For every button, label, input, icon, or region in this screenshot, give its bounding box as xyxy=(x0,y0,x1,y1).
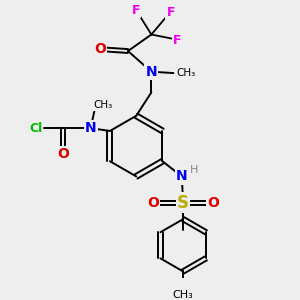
Text: F: F xyxy=(173,34,182,46)
Text: CH₃: CH₃ xyxy=(173,290,194,300)
Text: H: H xyxy=(190,164,198,175)
Text: N: N xyxy=(85,121,97,135)
Text: O: O xyxy=(94,42,106,56)
Text: N: N xyxy=(176,169,188,183)
Text: N: N xyxy=(146,65,157,79)
Text: CH₃: CH₃ xyxy=(94,100,113,110)
Text: S: S xyxy=(177,194,189,211)
Text: O: O xyxy=(147,196,159,210)
Text: Cl: Cl xyxy=(29,122,42,135)
Text: F: F xyxy=(132,4,140,17)
Text: O: O xyxy=(57,147,69,161)
Text: O: O xyxy=(208,196,219,210)
Text: F: F xyxy=(167,6,175,19)
Text: CH₃: CH₃ xyxy=(176,68,195,78)
